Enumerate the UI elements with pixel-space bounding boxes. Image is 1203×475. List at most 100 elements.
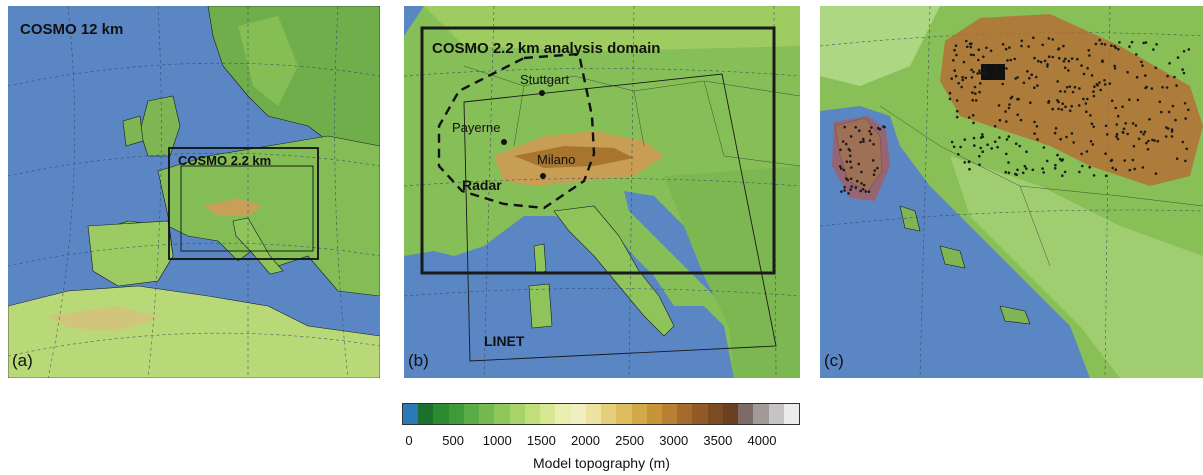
station-dot	[1046, 63, 1049, 66]
station-dot	[1007, 171, 1011, 175]
station-dot	[1100, 42, 1104, 46]
colorbar-swatch	[768, 404, 784, 424]
station-dot	[1063, 66, 1067, 69]
station-dot	[974, 99, 978, 102]
station-dot	[1155, 43, 1158, 46]
station-dot	[1088, 54, 1091, 57]
station-dot	[978, 90, 981, 94]
radar-coverage	[437, 52, 596, 210]
station-dot	[978, 154, 981, 158]
station-dot	[972, 53, 975, 57]
station-dot	[1070, 57, 1074, 60]
colorbar-swatch	[555, 404, 571, 424]
station-dot	[1099, 88, 1102, 92]
station-dot	[857, 162, 861, 166]
station-dot	[1067, 69, 1070, 72]
station-dot	[1073, 85, 1077, 89]
station-dot	[1016, 168, 1019, 172]
station-dot	[839, 148, 842, 152]
station-dot	[1041, 167, 1044, 170]
colorbar-tick-label: 3500	[703, 433, 733, 448]
station-dot	[1078, 170, 1081, 174]
station-dot	[1015, 173, 1018, 176]
station-dot	[968, 42, 972, 46]
station-dot	[1153, 139, 1156, 142]
station-dot	[1182, 71, 1186, 75]
station-dot	[1101, 60, 1104, 63]
station-dot	[1056, 80, 1059, 83]
station-dot	[1143, 130, 1147, 134]
station-dot	[1047, 37, 1051, 40]
station-dot	[969, 45, 973, 49]
station-dot	[1187, 108, 1190, 112]
station-dot	[1046, 65, 1049, 68]
station-dot	[1030, 73, 1033, 76]
station-dot	[861, 188, 865, 191]
payerne-marker	[501, 139, 507, 145]
station-dot	[1070, 104, 1073, 108]
station-dot	[1072, 141, 1075, 144]
station-dot	[1088, 165, 1091, 169]
station-dot	[1126, 70, 1129, 74]
station-dot	[1065, 135, 1068, 139]
station-dot	[1098, 38, 1101, 42]
station-dot	[1168, 62, 1171, 65]
station-dot	[984, 72, 988, 75]
station-dot	[1089, 140, 1093, 143]
station-dot	[1042, 146, 1046, 149]
station-dot	[950, 77, 953, 80]
station-dot	[1145, 141, 1148, 145]
station-dot	[954, 44, 958, 47]
station-dot	[972, 121, 975, 125]
station-dot	[1175, 157, 1179, 160]
colorbar-swatch	[494, 404, 510, 424]
station-dot	[1067, 59, 1071, 63]
station-dot	[864, 190, 867, 193]
topography-colorbar	[402, 403, 800, 425]
station-dot	[977, 48, 981, 51]
station-dot	[972, 136, 976, 140]
station-dot	[1165, 86, 1169, 89]
station-dot	[1165, 126, 1168, 129]
colorbar-swatch	[601, 404, 617, 424]
station-dot	[981, 133, 984, 136]
station-dot	[1013, 57, 1016, 61]
station-dot	[1005, 120, 1008, 123]
station-dot	[1057, 56, 1061, 60]
station-dot	[1020, 44, 1023, 48]
linet-label: LINET	[484, 333, 525, 349]
station-dot	[854, 126, 857, 129]
station-dot	[1123, 159, 1126, 162]
station-dot	[952, 59, 955, 62]
station-dot	[1082, 97, 1085, 101]
colorbar-swatch	[570, 404, 586, 424]
station-dot	[1036, 138, 1039, 141]
station-dot	[862, 140, 865, 143]
station-dot	[961, 78, 964, 82]
colorbar-tick-label: 1500	[526, 433, 556, 448]
station-dot	[1117, 48, 1120, 51]
station-dot	[978, 71, 982, 75]
station-dot	[1016, 97, 1019, 101]
station-dot	[845, 160, 849, 163]
station-dot	[973, 85, 977, 89]
station-dot	[972, 70, 975, 74]
colorbar-swatch	[509, 404, 525, 424]
colorbar-swatch	[524, 404, 541, 424]
station-dot	[847, 147, 851, 151]
station-dot	[950, 140, 954, 144]
station-dot	[979, 146, 982, 150]
panel-c-map: (c)	[820, 6, 1203, 378]
station-dot	[967, 160, 971, 164]
station-dot	[862, 183, 866, 187]
station-dot	[838, 165, 842, 168]
station-dot	[978, 69, 981, 72]
station-dot	[968, 167, 971, 171]
station-dot	[971, 98, 974, 102]
station-dot	[986, 143, 989, 146]
station-dot	[948, 91, 952, 95]
station-dot	[966, 45, 969, 49]
station-dot	[1111, 166, 1114, 170]
station-dot	[1085, 110, 1088, 113]
station-dot	[1031, 168, 1035, 172]
